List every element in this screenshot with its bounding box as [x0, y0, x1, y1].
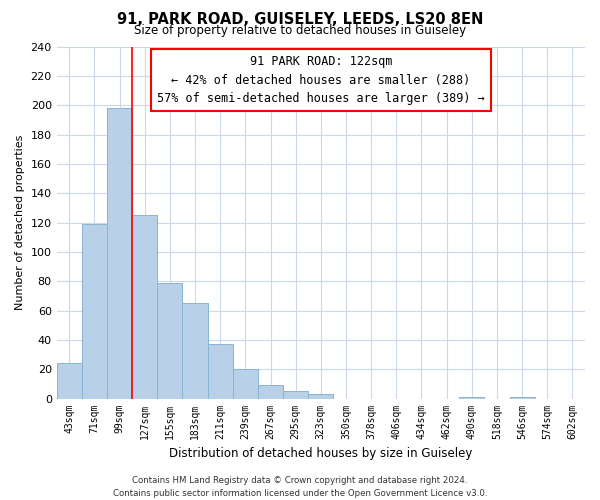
Bar	[107, 108, 132, 399]
Bar	[56, 364, 82, 398]
Bar	[459, 397, 484, 398]
Bar	[132, 215, 157, 398]
Bar	[509, 397, 535, 398]
Text: 91 PARK ROAD: 122sqm
← 42% of detached houses are smaller (288)
57% of semi-deta: 91 PARK ROAD: 122sqm ← 42% of detached h…	[157, 56, 485, 106]
Bar	[233, 369, 258, 398]
Bar	[157, 282, 182, 399]
X-axis label: Distribution of detached houses by size in Guiseley: Distribution of detached houses by size …	[169, 447, 473, 460]
Bar	[208, 344, 233, 399]
Bar	[308, 394, 334, 398]
Bar	[283, 391, 308, 398]
Y-axis label: Number of detached properties: Number of detached properties	[15, 135, 25, 310]
Bar	[182, 303, 208, 398]
Text: Size of property relative to detached houses in Guiseley: Size of property relative to detached ho…	[134, 24, 466, 37]
Bar	[258, 386, 283, 398]
Text: Contains HM Land Registry data © Crown copyright and database right 2024.
Contai: Contains HM Land Registry data © Crown c…	[113, 476, 487, 498]
Text: 91, PARK ROAD, GUISELEY, LEEDS, LS20 8EN: 91, PARK ROAD, GUISELEY, LEEDS, LS20 8EN	[117, 12, 483, 28]
Bar	[82, 224, 107, 398]
